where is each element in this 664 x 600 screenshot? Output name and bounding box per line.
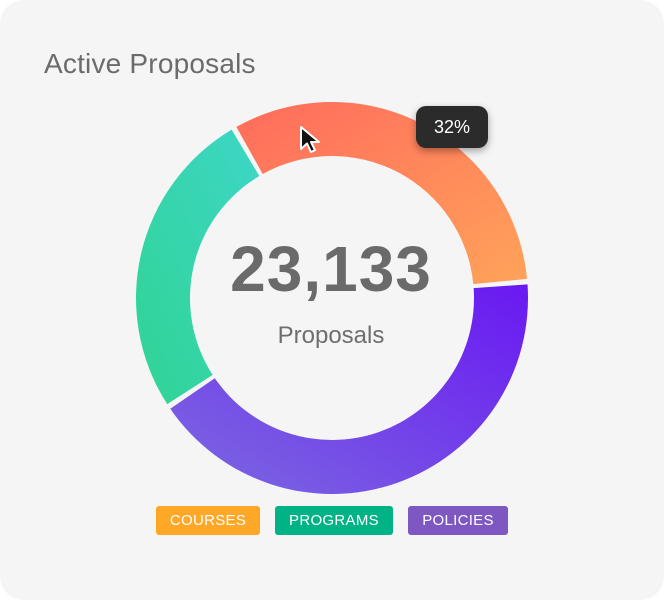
mouse-pointer-icon <box>300 126 320 153</box>
legend-programs-button[interactable]: PROGRAMS <box>275 506 393 535</box>
legend-policies-button[interactable]: POLICIES <box>408 506 508 535</box>
segment-tooltip: 32% <box>416 106 488 148</box>
card-title: Active Proposals <box>44 48 256 79</box>
legend-courses-button[interactable]: COURSES <box>156 506 260 535</box>
proposals-total-value: 23,133 <box>230 233 432 305</box>
donut-segment-programs[interactable] <box>135 129 260 405</box>
proposals-total-label: Proposals <box>277 322 385 349</box>
donut-segment-policies[interactable] <box>170 284 529 494</box>
legend: COURSES PROGRAMS POLICIES <box>156 506 508 535</box>
